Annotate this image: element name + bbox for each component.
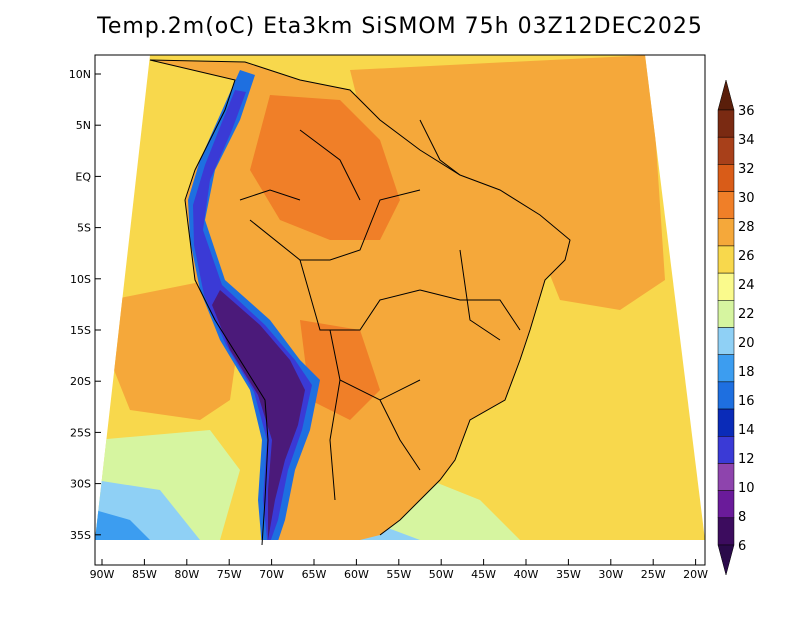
colorbar-label: 8: [738, 510, 746, 525]
colorbar-segment: [717, 408, 735, 437]
colorbar-label: 12: [738, 452, 755, 467]
colorbar: 6 8 10 12 14 16 18 20 22 24 26 28 30 32 34 36: [717, 79, 755, 576]
lat-tick-label: 15S: [70, 324, 91, 337]
border-line: [239, 189, 301, 201]
lon-tick-label: 60W: [344, 568, 369, 581]
colorbar-segment: [717, 136, 735, 165]
colorbar-segment: [717, 354, 735, 383]
country-borders: [149, 59, 571, 546]
lon-tick-label: 40W: [514, 568, 539, 581]
lat-tick-label: 10N: [69, 68, 91, 81]
colorbar-label: 16: [738, 394, 755, 409]
border-line: [459, 249, 501, 341]
colorbar-label: 24: [738, 278, 755, 293]
colorbar-segment: [717, 191, 735, 219]
colorbar-segment: [717, 490, 735, 519]
lat-tick-label: 5N: [76, 119, 91, 132]
colorbar-segment: [717, 517, 735, 546]
border-line: [329, 329, 421, 401]
continent-land: [150, 60, 570, 540]
colorbar-label: 20: [738, 336, 755, 351]
colorbar-segment: [717, 245, 735, 274]
lon-tick-label: 55W: [386, 568, 411, 581]
lon-tick-label: 70W: [259, 568, 284, 581]
colorbar-label: 18: [738, 365, 755, 380]
colorbar-segment: [717, 164, 735, 192]
colorbar-segment: [717, 436, 735, 464]
lon-tick-label: 20W: [683, 568, 708, 581]
map-frame: [94, 54, 706, 566]
pacific-warm-region: [110, 280, 240, 420]
colorbar-label: 32: [738, 162, 755, 177]
colorbar-label: 6: [738, 539, 746, 554]
colorbar-segment: [717, 381, 735, 410]
lon-tick-label: 25W: [641, 568, 666, 581]
lat-tick-label: EQ: [75, 170, 91, 183]
lat-tick-label: 25S: [70, 426, 91, 439]
lat-tick-label: 10S: [70, 273, 91, 286]
colorbar-segment: [717, 218, 735, 247]
lat-tick-label: 35S: [70, 529, 91, 542]
lon-tick-label: 45W: [471, 568, 496, 581]
lon-tick-label: 85W: [132, 568, 157, 581]
border-line: [419, 119, 461, 176]
lon-tick-label: 30W: [598, 568, 623, 581]
lat-tick-label: 30S: [70, 478, 91, 491]
border-line: [299, 129, 361, 201]
colorbar-segment: [717, 300, 735, 328]
chaco-hot-region: [300, 320, 380, 420]
colorbar-label: 22: [738, 307, 755, 322]
lon-tick-label: 35W: [556, 568, 581, 581]
lat-tick-label: 20S: [70, 375, 91, 388]
colorbar-label: 28: [738, 220, 755, 235]
colorbar-segment: [717, 272, 735, 301]
lon-tick-label: 75W: [217, 568, 242, 581]
colorbar-label: 26: [738, 249, 755, 264]
border-line: [379, 399, 421, 471]
colorbar-high-arrow: [717, 79, 735, 111]
colorbar-segment: [717, 463, 735, 491]
colorbar-label: 30: [738, 191, 755, 206]
colorbar-label: 14: [738, 423, 755, 438]
map-field: [95, 55, 705, 540]
lon-tick-label: 90W: [90, 568, 115, 581]
border-line: [329, 379, 341, 501]
atlantic-warm-region: [350, 55, 665, 310]
coastline: [149, 59, 571, 536]
latitude-axis: 10N 5N EQ 5S 10S 15S 20S 25S 30S 35S: [69, 68, 101, 542]
colorbar-segment: [717, 327, 735, 355]
amazon-hot-region: [250, 95, 400, 240]
longitude-axis: 90W 85W 80W 75W 70W 65W 60W 55W 50W 45W 40W 35W 30W 2…: [90, 559, 708, 581]
border-line: [299, 259, 421, 331]
lon-tick-label: 65W: [302, 568, 327, 581]
colorbar-segment: [717, 109, 735, 138]
coastline: [149, 59, 269, 546]
border-line: [419, 289, 521, 331]
map-title: Temp.2m(oC) Eta3km SiSMOM 75h 03Z12DEC20…: [97, 14, 703, 39]
lat-tick-label: 5S: [77, 222, 91, 235]
pacific-coldest-region: [95, 510, 150, 540]
colorbar-low-arrow: [717, 544, 735, 576]
border-line: [249, 189, 421, 261]
colorbar-label: 36: [738, 104, 755, 119]
lon-tick-label: 50W: [429, 568, 454, 581]
lon-tick-label: 80W: [174, 568, 199, 581]
colorbar-label: 10: [738, 481, 755, 496]
colorbar-label: 34: [738, 133, 755, 148]
